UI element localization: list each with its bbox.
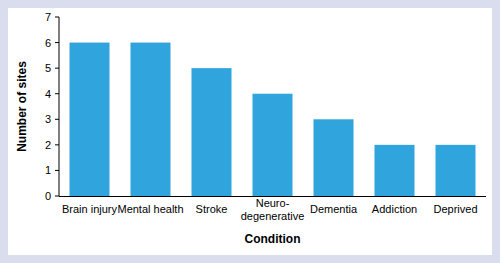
y-axis <box>59 17 60 196</box>
bar <box>375 145 415 196</box>
x-axis-title: Condition <box>245 232 301 246</box>
y-tick-label: 5 <box>45 62 51 74</box>
panel-border <box>0 0 500 263</box>
y-tick <box>55 68 59 69</box>
chart: 0 1 2 3 4 5 6 7 Brain injuryMental health Stroke N… <box>0 0 500 263</box>
x-tick-label: Brain injury <box>62 203 118 215</box>
y-tick <box>55 17 59 18</box>
bar <box>131 43 171 196</box>
y-tick <box>55 196 59 197</box>
bar <box>314 119 354 196</box>
y-tick-label: 0 <box>45 190 51 202</box>
x-tick-label: Mental health <box>117 203 183 215</box>
y-tick <box>55 170 59 171</box>
y-tick-label: 3 <box>45 113 51 125</box>
x-tick-label: Addiction <box>372 203 417 215</box>
x-tick-label: Dementia <box>310 203 358 215</box>
y-axis-title: Number of sites <box>15 61 29 152</box>
y-tick <box>55 42 59 43</box>
bar <box>192 68 232 196</box>
panel <box>8 8 492 255</box>
bar <box>70 43 110 196</box>
y-tick-label: 6 <box>45 37 51 49</box>
y-tick-label: 7 <box>45 11 51 23</box>
bars <box>70 43 476 196</box>
y-tick <box>55 119 59 120</box>
y-tick <box>55 144 59 145</box>
bar <box>253 94 293 196</box>
x-tick-label: Stroke <box>196 203 228 215</box>
bar <box>436 145 476 196</box>
x-tick-label: Deprived <box>433 203 477 215</box>
y-tick-label: 2 <box>45 139 51 151</box>
y-tick-label: 4 <box>45 88 51 100</box>
y-tick <box>55 93 59 94</box>
x-tick-label: Neuro-degenerative <box>241 197 305 222</box>
y-tick-label: 1 <box>45 164 51 176</box>
